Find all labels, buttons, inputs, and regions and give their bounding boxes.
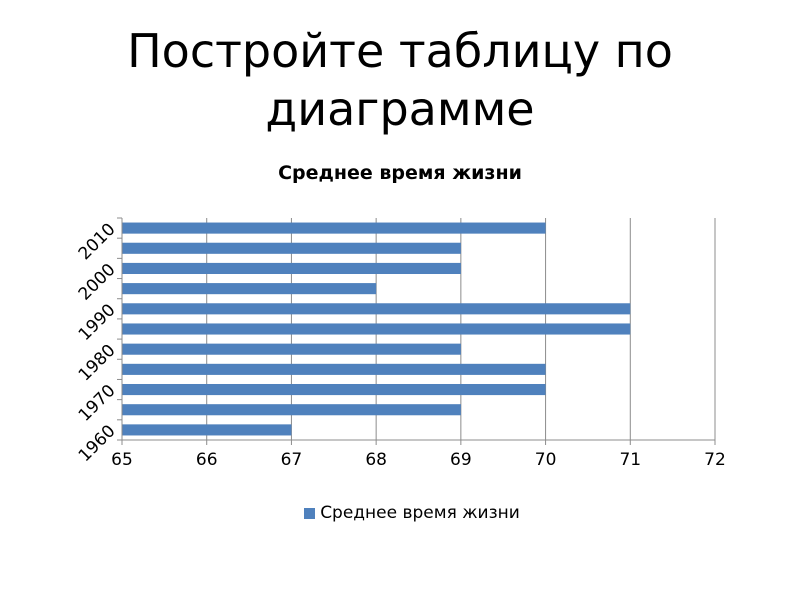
y-tick-label-1990: 1990 — [75, 300, 120, 345]
bar-1980 — [122, 343, 461, 355]
x-tick-label-65: 65 — [111, 450, 133, 470]
slide-title-line-1: Постройте таблицу по — [127, 24, 673, 78]
chart-legend: Среднее время жизни — [0, 503, 800, 523]
x-tick-label-67: 67 — [281, 450, 303, 470]
y-tick-label-1980: 1980 — [75, 341, 120, 386]
y-tick-label-2010: 2010 — [75, 219, 120, 264]
bar-1970 — [122, 383, 546, 396]
slide-title-line-2: диаграмме — [265, 82, 535, 136]
bar-1975 — [122, 363, 546, 375]
legend-label: Среднее время жизни — [320, 503, 520, 523]
chart-title: Среднее время жизни — [278, 162, 522, 184]
bar-1960 — [122, 424, 292, 436]
bar-2000 — [122, 262, 461, 275]
legend-swatch — [304, 507, 316, 519]
bar-1965 — [122, 404, 461, 416]
x-tick-label-72: 72 — [704, 450, 726, 470]
x-tick-label-71: 71 — [619, 450, 641, 470]
y-tick-label-1970: 1970 — [75, 381, 120, 426]
x-tick-label-68: 68 — [365, 450, 387, 470]
x-tick-label-69: 69 — [450, 450, 472, 470]
x-tick-label-70: 70 — [535, 450, 557, 470]
bar-1990 — [122, 303, 631, 315]
bar-1995 — [122, 283, 377, 295]
bar-2005 — [122, 242, 461, 254]
slide-title: Постройте таблицу по диаграмме — [0, 22, 800, 138]
x-tick-label-66: 66 — [196, 450, 218, 470]
y-tick-label-2000: 2000 — [75, 260, 120, 305]
bar-2010 — [122, 222, 546, 234]
bar-1985 — [122, 323, 631, 335]
